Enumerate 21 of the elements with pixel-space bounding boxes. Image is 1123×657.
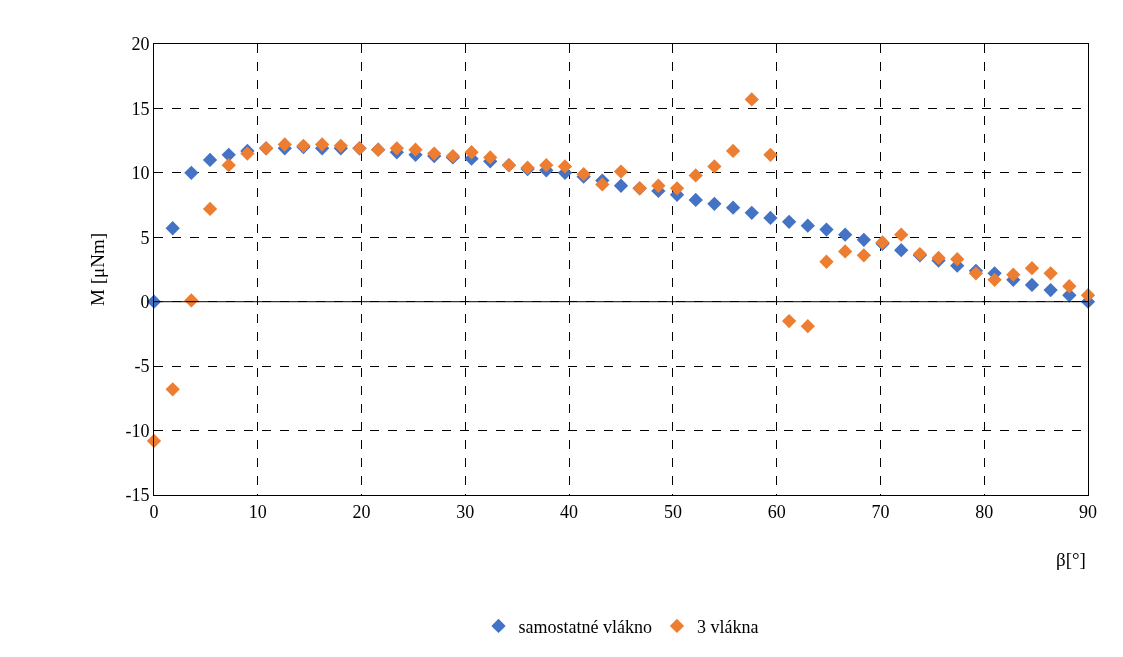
x-tick-label: 30	[456, 501, 475, 522]
x-tick-label: 20	[352, 501, 371, 522]
y-tick-label: -10	[125, 420, 150, 441]
y-tick-label: 15	[131, 98, 150, 119]
y-tick-label: 5	[140, 227, 150, 248]
x-tick-label: 10	[248, 501, 267, 522]
x-axis-title: β[°]	[1056, 549, 1086, 570]
y-tick-label: -15	[125, 485, 150, 506]
legend-label: samostatné vlákno	[518, 616, 652, 637]
x-tick-label: 40	[560, 501, 579, 522]
x-tick-label: 50	[663, 501, 682, 522]
y-tick-label: 10	[131, 163, 150, 184]
y-tick-label: -5	[134, 356, 150, 377]
x-tick-label: 70	[871, 501, 890, 522]
x-tick-label: 80	[975, 501, 994, 522]
x-tick-label: 60	[767, 501, 786, 522]
y-tick-label: 20	[131, 34, 150, 55]
legend-label: 3 vlákna	[696, 616, 759, 637]
y-axis-title: M [μNm]	[87, 233, 109, 306]
x-tick-label: 90	[1079, 501, 1097, 522]
y-tick-label: 0	[140, 292, 150, 313]
